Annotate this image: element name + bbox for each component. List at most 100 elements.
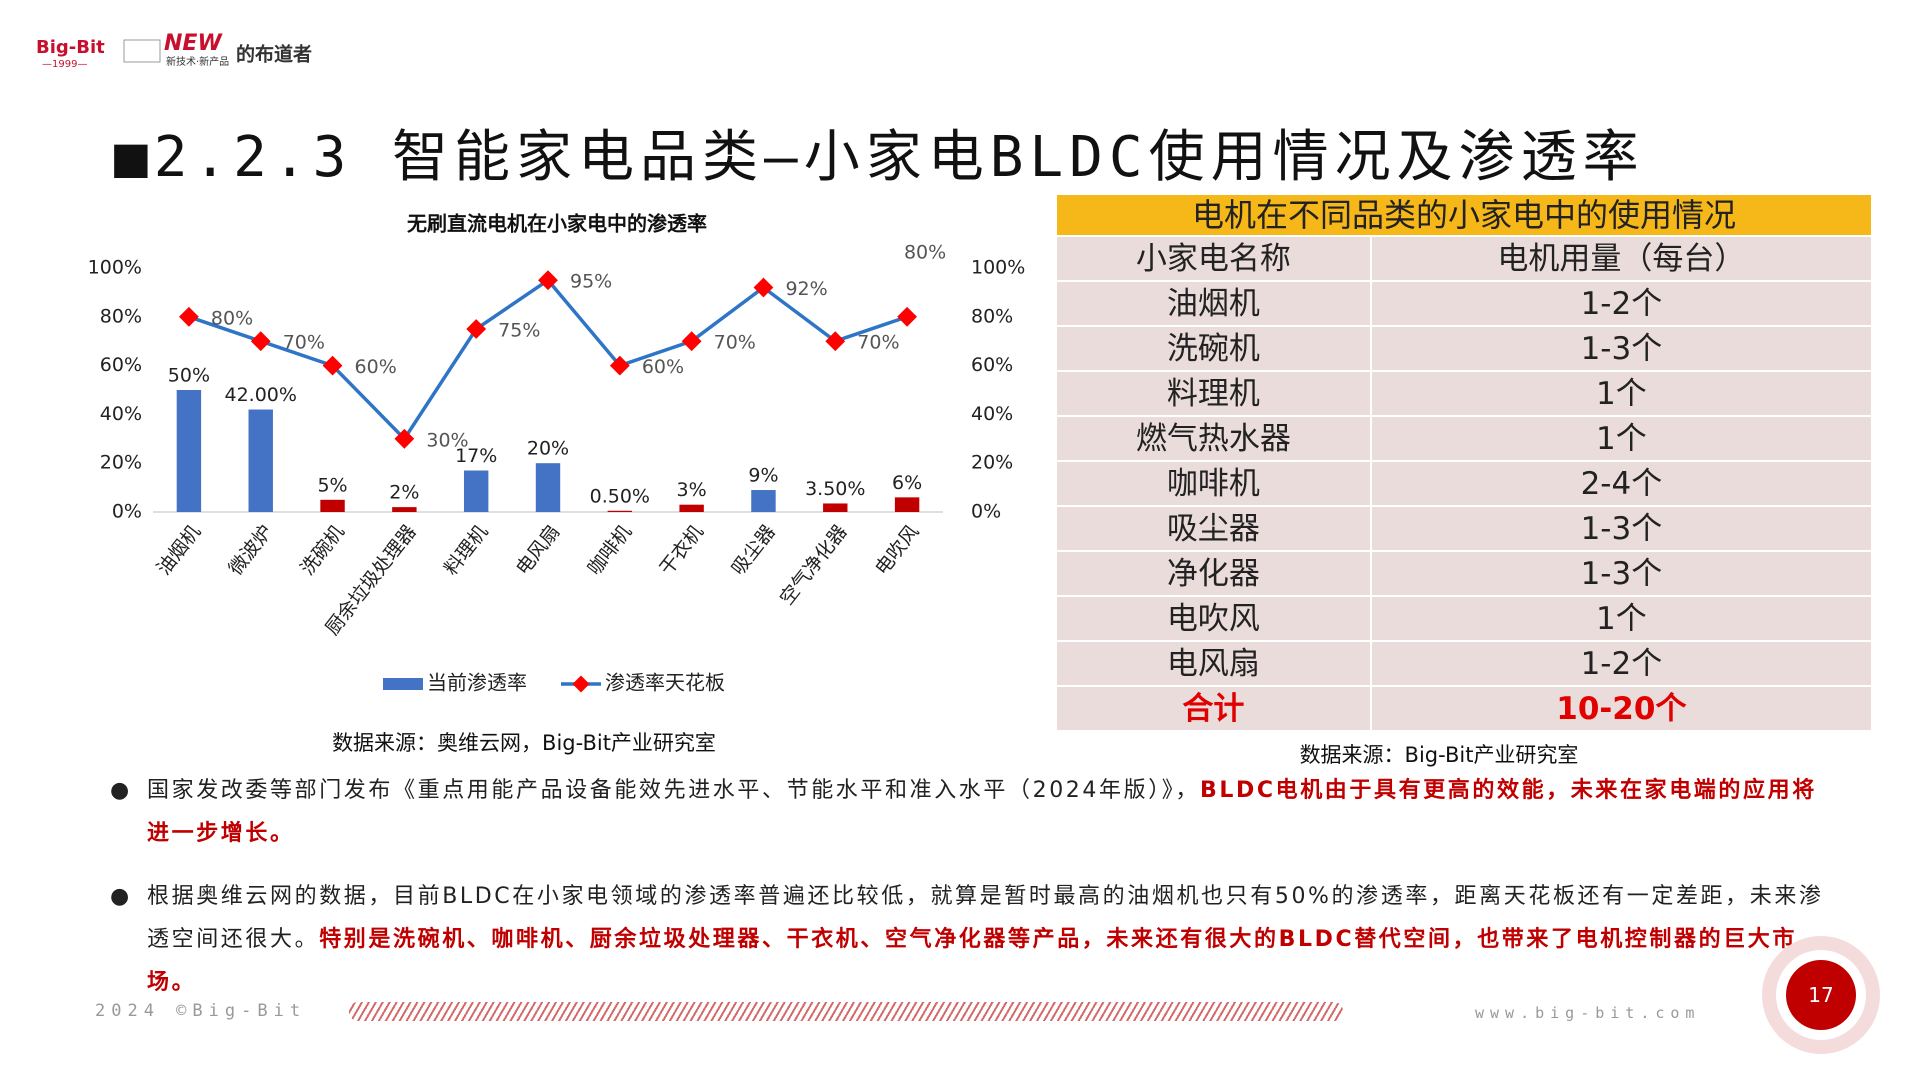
bar bbox=[248, 409, 273, 512]
copyright: 2024 ©Big-Bit bbox=[95, 1001, 307, 1021]
y2-tick-label: 0% bbox=[971, 501, 1001, 523]
bar bbox=[320, 499, 345, 512]
table-cell: 净化器 bbox=[1055, 550, 1372, 597]
page-number: 17 bbox=[1786, 960, 1856, 1030]
x-tick-label: 料理机 bbox=[440, 521, 492, 579]
line-label: 80% bbox=[904, 241, 946, 263]
marker bbox=[466, 319, 487, 339]
bar bbox=[607, 510, 633, 512]
table-row: 洗碗机 1-3个 bbox=[1055, 325, 1874, 372]
logo-year: —1999— bbox=[42, 59, 87, 70]
url: www.big-bit.com bbox=[1475, 1004, 1701, 1022]
table-cell: 1个 bbox=[1369, 415, 1874, 462]
bar bbox=[823, 503, 848, 512]
bar bbox=[751, 490, 776, 512]
marker bbox=[897, 306, 917, 327]
logo-tagline: 新技术·新产品 bbox=[166, 55, 229, 68]
bar-label: 42.00% bbox=[225, 384, 297, 406]
marker bbox=[394, 428, 415, 449]
slide-title: ■2.2.3 智能家电品类—小家电BLDC使用情况及渗透率 bbox=[114, 125, 1645, 190]
logo-new: NEW bbox=[164, 31, 223, 56]
bar-label: 6% bbox=[892, 472, 922, 494]
table-cell: 燃气热水器 bbox=[1055, 415, 1372, 462]
table-cell: 电吹风 bbox=[1055, 595, 1372, 642]
marker bbox=[753, 277, 774, 298]
marker bbox=[250, 331, 271, 352]
bar-label: 3.50% bbox=[805, 478, 865, 500]
table-cell: 1-2个 bbox=[1369, 640, 1874, 687]
logo-box bbox=[123, 39, 161, 63]
table-row: 料理机 1个 bbox=[1055, 370, 1874, 417]
logo: Big-Bit —1999— NEW 新技术·新产品 的布道者 bbox=[36, 31, 312, 70]
line-label: 70% bbox=[283, 332, 325, 354]
table-cell: 1-3个 bbox=[1369, 505, 1874, 552]
chart: 无刷直流电机在小家电中的渗透率 0% 20% 40% 60% 80% 100% 0% 20% 4… bbox=[88, 212, 1026, 695]
bar-label: 3% bbox=[677, 479, 707, 501]
logo-suffix: 的布道者 bbox=[236, 43, 312, 66]
bar bbox=[392, 507, 417, 512]
line-label: 70% bbox=[714, 332, 756, 354]
bar-label: 5% bbox=[317, 474, 347, 496]
table-cell: 电风扇 bbox=[1055, 640, 1372, 687]
marker bbox=[681, 331, 702, 352]
chart-title: 无刷直流电机在小家电中的渗透率 bbox=[407, 212, 707, 236]
table-cell: 料理机 bbox=[1055, 370, 1372, 417]
x-tick-label: 吸尘器 bbox=[727, 521, 779, 579]
legend-label: 渗透率天花板 bbox=[605, 671, 725, 695]
bullet-highlight: BLDC电机由于具有更高的效能，未来在家电端的应用将进一步增长。 bbox=[147, 778, 1817, 846]
line-label: 30% bbox=[426, 429, 468, 451]
bar bbox=[535, 463, 561, 512]
table-cell: 1个 bbox=[1369, 370, 1874, 417]
table-cell: 洗碗机 bbox=[1055, 325, 1372, 372]
line-label: 75% bbox=[498, 320, 540, 342]
bar-label: 9% bbox=[748, 465, 778, 487]
x-tick-label: 电风扇 bbox=[512, 521, 564, 579]
table-cell: 2-4个 bbox=[1369, 460, 1874, 507]
y-tick-label: 60% bbox=[100, 354, 142, 376]
x-tick-label: 电吹风 bbox=[871, 521, 923, 579]
table-cell: 小家电名称 bbox=[1055, 235, 1372, 282]
x-tick-label: 洗碗机 bbox=[296, 521, 348, 579]
bullet-highlight: 特别是洗碗机、咖啡机、厨余垃圾处理器、干衣机、空气净化器等产品，未来还有很大的B… bbox=[147, 927, 1798, 995]
y-tick-label: 0% bbox=[112, 501, 142, 523]
marker bbox=[609, 355, 630, 376]
bullet: ● 国家发改委等部门发布《重点用能产品设备能效先进水平、节能水平和准入水平（202… bbox=[110, 778, 1817, 846]
chart-source: 数据来源：奥维云网，Big-Bit产业研究室 bbox=[332, 731, 716, 755]
footer-bar bbox=[349, 1002, 1343, 1021]
bar bbox=[894, 497, 920, 512]
table-cell: 吸尘器 bbox=[1055, 505, 1372, 552]
bullet: ● 根据奥维云网的数据，目前BLDC在小家电领域的渗透率普遍还比较低，就算是暂时最… bbox=[110, 884, 1824, 995]
table-cell: 10-20个 bbox=[1369, 685, 1874, 732]
motor-table: 电机在不同品类的小家电中的使用情况 小家电名称 电机用量（每台） 油烟机 1-2个 洗碗机… bbox=[1055, 193, 1874, 732]
y-tick-label: 40% bbox=[100, 403, 142, 425]
table-cell: 1-3个 bbox=[1369, 325, 1874, 372]
table-cell: 1-2个 bbox=[1369, 280, 1874, 327]
y2-tick-label: 100% bbox=[971, 257, 1025, 279]
table-row: 电吹风 1个 bbox=[1055, 595, 1874, 642]
legend-label: 当前渗透率 bbox=[427, 671, 527, 695]
legend-swatch bbox=[572, 675, 590, 693]
table-cell: 合计 bbox=[1055, 685, 1372, 732]
table-row: 合计 10-20个 bbox=[1055, 685, 1874, 732]
table-row: 油烟机 1-2个 bbox=[1055, 280, 1874, 327]
table-row: 净化器 1-3个 bbox=[1055, 550, 1874, 597]
line-label: 70% bbox=[857, 332, 899, 354]
y-tick-label: 20% bbox=[100, 452, 142, 474]
line bbox=[188, 277, 908, 442]
y2-tick-label: 80% bbox=[971, 305, 1013, 327]
table-row: 小家电名称 电机用量（每台） bbox=[1055, 235, 1874, 282]
table-source: 数据来源：Big-Bit产业研究室 bbox=[1299, 743, 1579, 767]
bar bbox=[176, 390, 202, 512]
bullet-text: 国家发改委等部门发布《重点用能产品设备能效先进水平、节能水平和准入水平（2024… bbox=[147, 778, 1200, 803]
marker bbox=[538, 270, 558, 291]
x-tick-label: 微波炉 bbox=[225, 521, 277, 579]
marker bbox=[322, 355, 343, 376]
line-label: 60% bbox=[642, 356, 684, 378]
x-tick-label: 咖啡机 bbox=[584, 521, 636, 579]
y-tick-label: 80% bbox=[100, 305, 142, 327]
bar-label: 20% bbox=[527, 438, 569, 460]
table-cell: 1-3个 bbox=[1369, 550, 1874, 597]
bullet-text: 根据奥维云网的数据，目前BLDC在小家电领域的渗透率普遍还比较低，就算是暂时最高… bbox=[147, 884, 1824, 952]
table-cell: 电机用量（每台） bbox=[1369, 235, 1874, 282]
